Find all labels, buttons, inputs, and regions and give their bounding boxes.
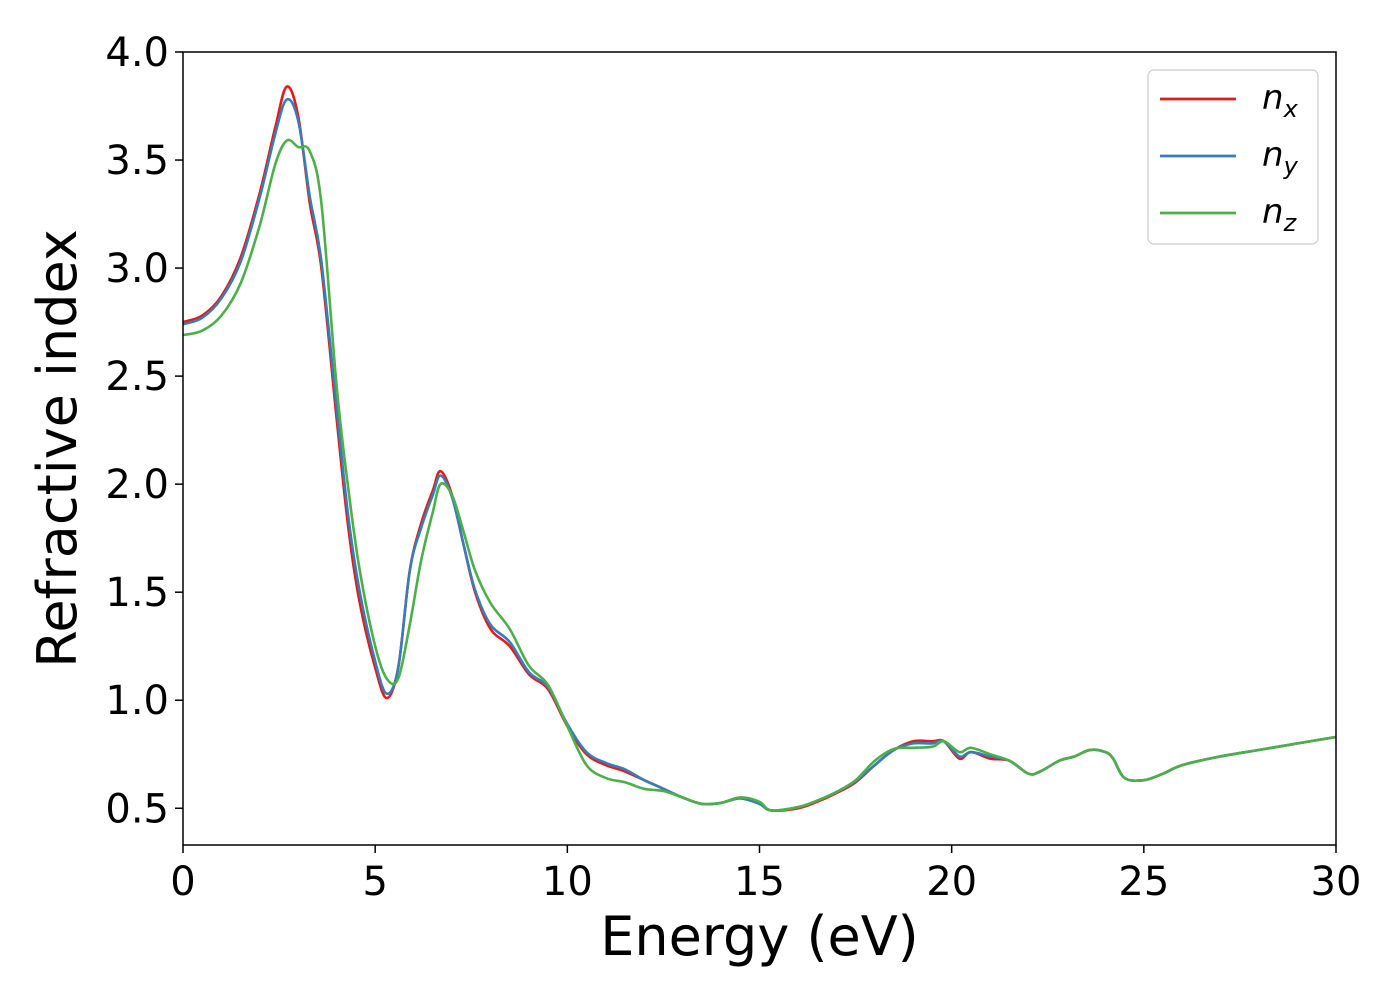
legend-label-nz: nz: [1262, 192, 1298, 237]
x-tick-label: 20: [926, 859, 977, 905]
y-axis-ticks: 0.5 1.0 1.5 2.0 2.5 3.0 3.5 4.0: [105, 30, 183, 832]
x-tick-label: 15: [734, 859, 785, 905]
y-tick-label: 2.0: [105, 462, 169, 508]
y-tick-label: 1.0: [105, 678, 169, 724]
x-tick-label: 5: [362, 859, 387, 905]
y-tick-label: 4.0: [105, 30, 169, 76]
legend-label-nx: nx: [1262, 78, 1299, 123]
x-tick-label: 10: [542, 859, 593, 905]
x-tick-label: 30: [1311, 859, 1362, 905]
x-axis-ticks: 0 5 10 15 20 25 30: [170, 845, 1361, 905]
y-tick-label: 1.5: [105, 570, 169, 616]
y-axis-label: Refractive index: [26, 229, 89, 668]
series-line-nz: [182, 138, 1337, 812]
legend: nx ny nz: [1147, 69, 1319, 245]
legend-label-ny: ny: [1262, 135, 1299, 180]
y-tick-label: 3.0: [105, 246, 169, 292]
x-axis-label: Energy (eV): [600, 905, 919, 968]
y-tick-label: 2.5: [105, 354, 169, 400]
y-tick-label: 3.5: [105, 138, 169, 184]
series-layer: [182, 85, 1337, 812]
x-tick-label: 25: [1118, 859, 1169, 905]
x-tick-label: 0: [170, 859, 195, 905]
y-tick-label: 0.5: [105, 786, 169, 832]
